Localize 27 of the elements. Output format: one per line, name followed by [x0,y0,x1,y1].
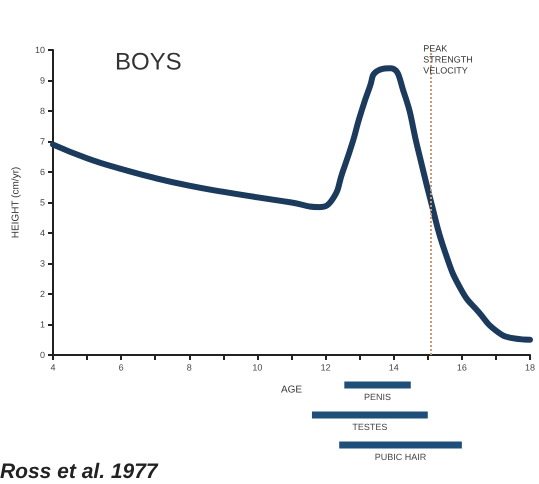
y-tick-label: 2 [40,289,45,299]
y-tick-label: 10 [34,45,45,55]
y-tick-label: 3 [40,258,45,268]
y-tick-label: 5 [40,198,45,208]
y-tick-label: PUBIC HAIR [374,452,427,462]
x-axis-title: AGE [280,384,302,396]
x-tick-label: 10 [252,362,262,372]
x-tick-label: 18 [524,362,536,372]
annotation: Ross et al. 1977 [0,460,159,483]
x-tick-label: 12 [320,362,331,372]
ref-line-label: PEAK STRENGTH VELOCITY [423,44,473,76]
y-tick-label: 1 [40,320,45,330]
chart-title: BOYS [115,48,182,76]
y-tick-label: 0 [40,350,45,360]
x-tick-label: 14 [388,362,399,372]
y-tick-label: 4 [40,228,45,238]
x-tick-label: 16 [456,362,467,372]
y-tick-label: 7 [40,136,45,146]
y-tick-label: TESTES [352,422,388,432]
y-tick-label: 6 [40,167,45,177]
y-axis-title: HEIGHT (cm/yr) [10,166,22,238]
x-tick-label: 4 [50,362,56,372]
x-tick-label: 8 [186,362,192,372]
y-tick-label: PENIS [364,392,392,402]
x-tick-label: 6 [118,362,124,372]
y-tick-label: 9 [40,76,45,86]
y-tick-label: 8 [40,106,45,116]
